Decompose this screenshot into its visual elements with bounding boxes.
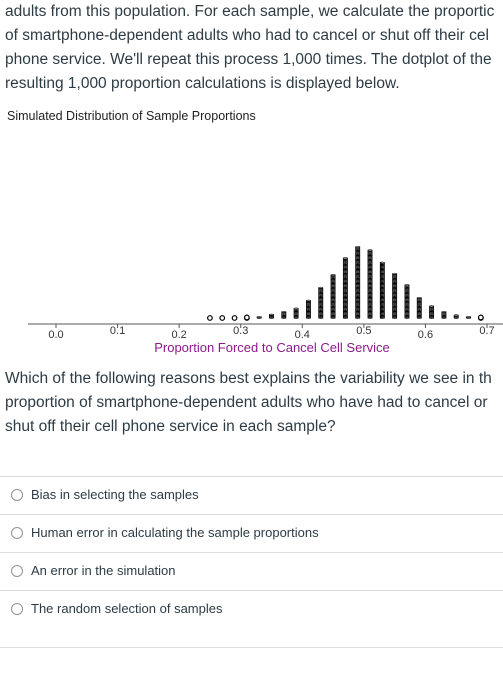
x-tick-label: 0.6 [418, 329, 433, 341]
dot-column [367, 249, 373, 319]
dot-column [466, 316, 472, 319]
dot [416, 296, 422, 299]
choice-random-selection[interactable]: The random selection of samples [0, 590, 503, 628]
intro-line: of smartphone-dependent adults who had t… [5, 27, 489, 44]
dot-column [318, 286, 324, 319]
choice-bias[interactable]: Bias in selecting the samples [0, 476, 503, 514]
dot [477, 314, 484, 321]
divider [0, 647, 503, 648]
question-text: Which of the following reasons best expl… [5, 367, 503, 439]
x-tick-label: 0.4 [295, 329, 310, 341]
choice-human-error[interactable]: Human error in calculating the sample pr… [0, 514, 503, 552]
radio-button[interactable] [11, 565, 23, 577]
choice-simulation-error[interactable]: An error in the simulation [0, 552, 503, 590]
dot [367, 249, 373, 252]
dot-column [207, 315, 213, 321]
dot [268, 313, 274, 316]
dot-column [355, 246, 361, 319]
question-line: proportion of smartphone-dependent adult… [5, 394, 488, 411]
dot [281, 310, 287, 313]
x-tick-label: 0.3 [233, 325, 248, 337]
dot [441, 310, 447, 313]
dots-layer [207, 246, 484, 321]
question-line: Which of the following reasons best expl… [5, 370, 492, 387]
dot [256, 316, 262, 318]
question-line: shut off their cell phone service in eac… [5, 418, 336, 435]
dot-column [342, 257, 348, 319]
intro-line: resulting 1,000 proportion calculations … [5, 75, 400, 92]
dot-column [305, 299, 311, 319]
intro-line: phone service. We'll repeat this process… [5, 51, 492, 68]
dot-column [379, 261, 385, 319]
dot [342, 257, 348, 259]
dot-column [268, 313, 274, 319]
dot [355, 246, 361, 248]
dotplot-chart: 0.0 0.1 0.2 0.3 0.4 0.5 0.6 0.7 Proportion Forc… [28, 246, 503, 355]
dot-column [281, 310, 287, 319]
dot [231, 315, 238, 321]
dot-column [416, 296, 422, 319]
answer-choices: Bias in selecting the samples Human erro… [0, 476, 503, 628]
dot-column [453, 314, 459, 319]
dot [219, 315, 226, 321]
dot-column [441, 310, 447, 319]
dot-column [404, 284, 410, 319]
dot [330, 274, 336, 276]
dot-column [429, 305, 435, 319]
x-tick-label: 0.2 [171, 329, 186, 341]
dot-column [330, 274, 336, 319]
dot [207, 315, 213, 321]
x-tick-label: 0.5 [356, 325, 371, 337]
dot [466, 316, 472, 318]
ticks-layer: 0.0 0.1 0.2 0.3 0.4 0.5 0.6 0.7 [48, 324, 495, 341]
x-tick-label: 0.1 [110, 325, 125, 337]
choice-label: Bias in selecting the samples [31, 487, 199, 502]
x-axis-title: Proportion Forced to Cancel Cell Service [154, 340, 390, 355]
dot-column [477, 314, 484, 321]
x-tick-label: 0.0 [48, 329, 63, 341]
radio-button[interactable] [11, 603, 23, 615]
choice-label: An error in the simulation [31, 563, 176, 578]
radio-button[interactable] [11, 489, 23, 501]
dot [379, 261, 385, 264]
dot [392, 272, 398, 275]
dot [453, 314, 459, 317]
dot [318, 286, 324, 289]
dot-column [392, 272, 398, 319]
dot-column [293, 307, 299, 319]
chart-title: Simulated Distribution of Sample Proport… [7, 109, 256, 123]
dot-column [219, 315, 226, 321]
dot-column [243, 314, 250, 321]
dot-column [231, 315, 238, 321]
intro-line: adults from this population. For each sa… [5, 3, 495, 20]
choice-label: Human error in calculating the sample pr… [31, 525, 319, 540]
radio-button[interactable] [11, 527, 23, 539]
dot [293, 307, 299, 310]
dot [429, 305, 435, 308]
choice-label: The random selection of samples [31, 601, 223, 616]
dot [404, 284, 410, 286]
dot [243, 314, 250, 321]
intro-paragraph: adults from this population. For each sa… [5, 0, 503, 96]
dot [305, 299, 311, 302]
dot-column [256, 316, 262, 319]
x-tick-label: 0.7 [479, 325, 494, 337]
